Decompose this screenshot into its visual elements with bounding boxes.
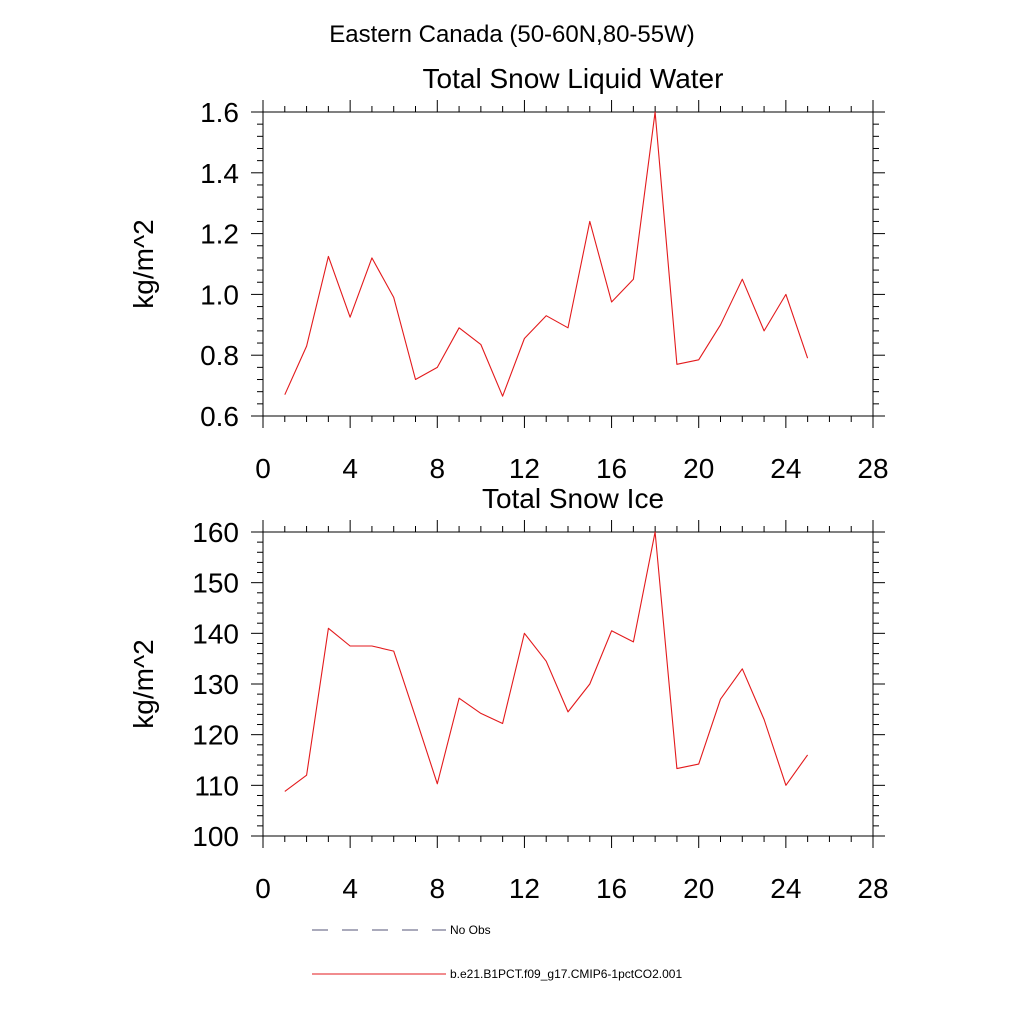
figure-title: Eastern Canada (50-60N,80-55W)	[329, 21, 695, 48]
y-tick-label: 100	[192, 821, 239, 852]
y-tick-label: 130	[192, 669, 239, 700]
y-tick-label: 1.2	[200, 219, 239, 250]
x-tick-label: 0	[255, 453, 271, 484]
plot-frame	[262, 531, 874, 837]
series-line	[284, 531, 809, 792]
plot-frame	[262, 111, 874, 417]
y-tick-label: 0.6	[200, 401, 239, 432]
x-tick-label: 12	[509, 873, 540, 904]
x-tick-label: 12	[509, 453, 540, 484]
x-tick-label: 4	[342, 453, 358, 484]
y-tick-label: 110	[194, 770, 239, 801]
legend-label-no-obs: No Obs	[450, 923, 491, 937]
y-tick-label: 160	[192, 517, 239, 548]
y-tick-label: 1.0	[200, 279, 239, 310]
y-tick-label: 0.8	[200, 340, 239, 371]
chart-title: Total Snow Liquid Water	[423, 63, 724, 94]
y-tick-label: 1.4	[200, 158, 239, 189]
x-tick-label: 4	[342, 873, 358, 904]
x-tick-label: 8	[429, 453, 445, 484]
x-tick-label: 8	[429, 873, 445, 904]
panel-snow-liquid-water: Total Snow Liquid Water 0 4 8 12 16 20 24 28 0.6 0…	[128, 63, 889, 484]
y-tick-label: 150	[192, 568, 239, 599]
x-tick-label: 24	[770, 453, 801, 484]
y-tick-label: 120	[192, 720, 239, 751]
legend-label-model: b.e21.B1PCT.f09_g17.CMIP6-1pctCO2.001	[450, 967, 682, 981]
x-tick-label: 28	[857, 453, 888, 484]
y-tick-label: 140	[192, 618, 239, 649]
x-tick-label: 16	[596, 873, 627, 904]
x-tick-label: 20	[683, 873, 714, 904]
x-tick-label: 24	[770, 873, 801, 904]
legend: No Obs b.e21.B1PCT.f09_g17.CMIP6-1pctCO2…	[312, 923, 682, 981]
x-tick-label: 20	[683, 453, 714, 484]
x-tick-label: 0	[255, 873, 271, 904]
x-tick-label: 28	[857, 873, 888, 904]
y-axis-label: kg/m^2	[128, 639, 159, 728]
y-tick-label: 1.6	[200, 97, 239, 128]
panel-snow-ice: Total Snow Ice 0 4 8 12 16 20 24 28 100 110 120 130 1…	[128, 483, 889, 904]
series-line	[284, 111, 809, 397]
x-tick-label: 16	[596, 453, 627, 484]
chart-title: Total Snow Ice	[482, 483, 664, 514]
y-axis-label: kg/m^2	[128, 219, 159, 308]
